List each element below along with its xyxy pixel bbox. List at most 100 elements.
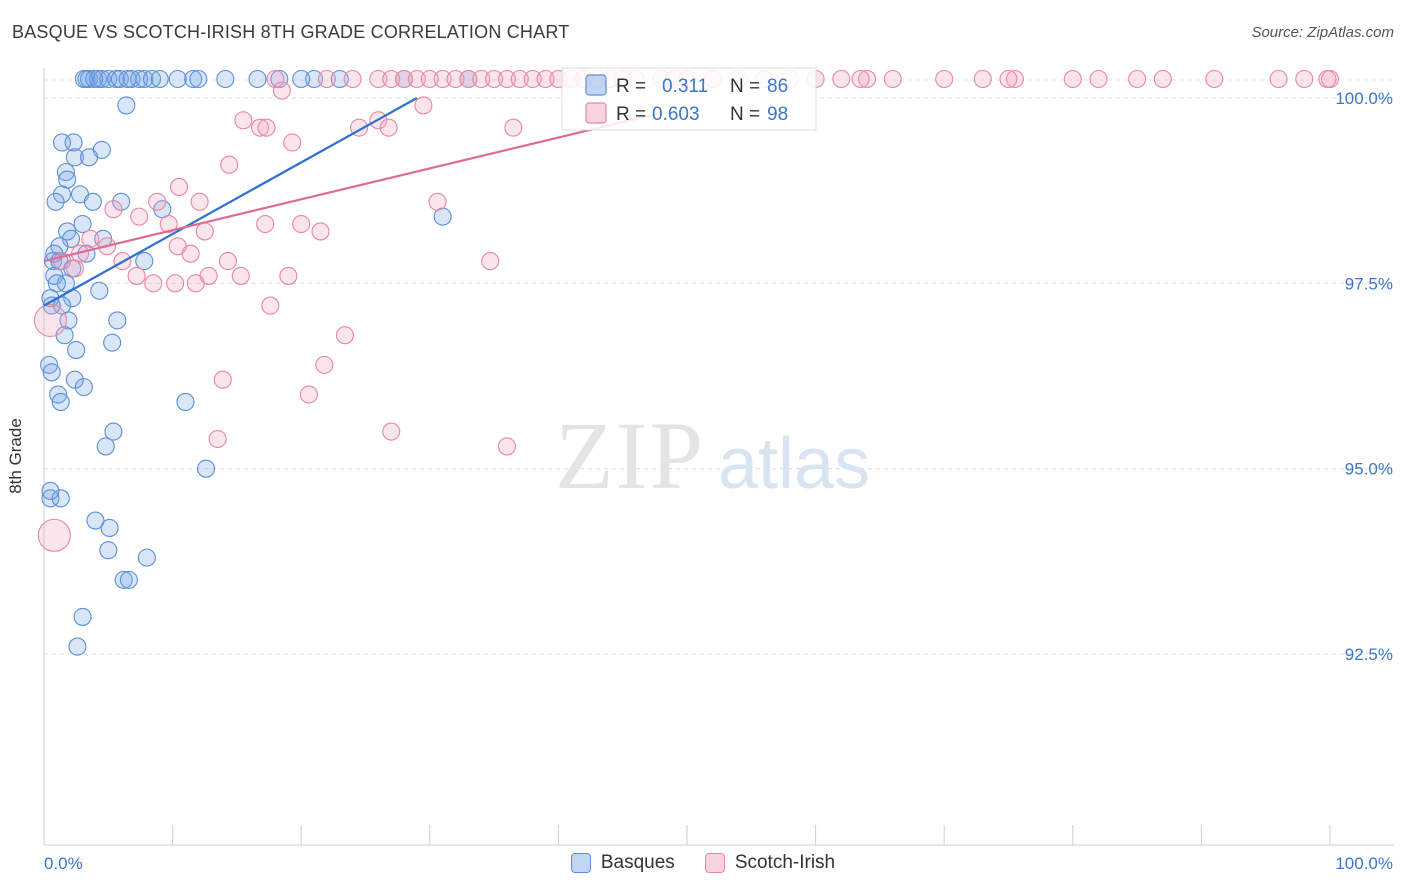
point-basques-62 [49, 385, 68, 404]
point-basques-53 [59, 311, 78, 330]
point-basques-68 [41, 489, 60, 508]
point-basques-23 [64, 133, 83, 152]
point-scotch-irish-81 [127, 266, 146, 285]
point-scotch-irish-43 [1318, 69, 1337, 89]
point-basques-60 [65, 370, 84, 389]
legend-n-value-2: 98 [767, 104, 788, 125]
point-basques-13 [189, 69, 208, 89]
point-scotch-irish-11 [472, 69, 491, 89]
legend-r-value-2: 0.603 [652, 104, 700, 125]
bottom-legend-item-basques: Basques [570, 852, 675, 874]
point-basques-67 [196, 459, 216, 478]
point-basques-63 [51, 392, 70, 411]
point-basques-35 [73, 214, 92, 234]
point-scotch-irish-67 [311, 222, 330, 241]
point-scotch-irish-65 [256, 214, 275, 234]
point-scotch-irish-6 [407, 69, 426, 89]
axes [43, 68, 1394, 846]
zipatlas-watermark: ZIP atlas [555, 402, 870, 509]
legend-r-label-1: R = [616, 76, 646, 97]
point-basques-70 [86, 511, 105, 530]
point-scotch-irish-93 [208, 429, 227, 449]
point-basques-72 [99, 541, 118, 560]
point-basques-21 [117, 96, 136, 115]
trend-line-basques [43, 97, 418, 307]
point-basques-33 [112, 192, 131, 211]
point-scotch-irish-96 [37, 518, 71, 552]
point-scotch-irish-40 [1269, 69, 1288, 89]
point-basques-7 [122, 69, 141, 89]
point-scotch-irish-57 [379, 118, 398, 137]
point-basques-25 [65, 148, 84, 167]
point-basques-76 [73, 607, 92, 626]
point-scotch-irish-59 [220, 155, 239, 174]
point-scotch-irish-10 [459, 69, 478, 89]
point-scotch-irish-1 [317, 69, 336, 89]
bottom-legend: Basques Scotch-Irish [0, 852, 1406, 874]
point-basques-59 [42, 363, 61, 382]
legend-r-value-1: 0.311 [662, 76, 708, 97]
point-basques-15 [248, 69, 267, 89]
legend-swatch-scotch-irish [585, 102, 607, 124]
point-scotch-irish-68 [130, 207, 149, 226]
legend-box: R = 0.311 N = 86 R = 0.603 N = 98 [561, 67, 817, 131]
bottom-legend-swatch-scotch-irish [704, 853, 725, 873]
point-scotch-irish-45 [999, 69, 1018, 89]
point-scotch-irish-61 [190, 192, 209, 211]
point-scotch-irish-3 [369, 69, 388, 89]
watermark-atlas: atlas [718, 424, 870, 504]
point-basques-85 [41, 481, 60, 500]
y-tick-label-1: 97.5% [1345, 274, 1393, 293]
point-scotch-irish-89 [315, 355, 334, 374]
legend-n-label-1: N = [730, 76, 760, 97]
bottom-legend-item-scotch-irish: Scotch-Irish [704, 852, 835, 874]
point-basques-75 [119, 570, 138, 589]
legend-r-label-2: R = [616, 104, 646, 125]
point-basques-44 [135, 252, 154, 271]
point-scotch-irish-30 [832, 69, 851, 89]
point-scotch-irish-82 [166, 274, 185, 293]
point-scotch-irish-13 [497, 69, 517, 89]
point-basques-73 [137, 548, 156, 567]
point-scotch-irish-41 [1295, 69, 1314, 89]
point-basques-79 [292, 69, 311, 89]
chart-source: Source: ZipAtlas.com [1251, 24, 1394, 41]
point-basques-54 [108, 311, 127, 330]
point-basques-3 [92, 69, 111, 89]
point-scotch-irish-4 [382, 69, 401, 89]
point-basques-82 [118, 69, 137, 89]
point-scotch-irish-63 [104, 200, 123, 219]
point-scotch-irish-35 [1005, 69, 1024, 89]
point-scotch-irish-88 [335, 326, 354, 345]
point-basques-12 [184, 69, 203, 89]
point-basques-31 [83, 192, 102, 211]
point-basques-83 [74, 69, 93, 89]
point-basques-48 [90, 281, 109, 300]
point-basques-74 [114, 570, 133, 589]
point-scotch-irish-53 [234, 111, 253, 130]
point-scotch-irish-44 [1128, 69, 1147, 89]
point-scotch-irish-83 [144, 274, 163, 293]
point-basques-56 [103, 333, 122, 352]
point-scotch-irish-56 [504, 118, 523, 137]
point-scotch-irish-76 [181, 244, 200, 263]
point-scotch-irish-2 [343, 69, 362, 89]
point-scotch-irish-8 [433, 69, 452, 89]
point-scotch-irish-55 [257, 118, 276, 137]
y-tick-label-2: 95.0% [1345, 460, 1393, 479]
point-scotch-irish-86 [481, 252, 500, 271]
point-basques-66 [96, 437, 115, 456]
chart-title: BASQUE VS SCOTCH-IRISH 8TH GRADE CORRELA… [12, 22, 570, 42]
point-scotch-irish-9 [446, 69, 465, 89]
point-basques-11 [168, 69, 187, 89]
point-basques-65 [104, 422, 123, 441]
point-scotch-irish-62 [148, 192, 167, 211]
point-scotch-irish-5 [395, 69, 414, 89]
tick-labels: 100.0% 97.5% 95.0% 92.5% 0.0% 100.0% [44, 89, 1393, 873]
point-basques-80 [150, 69, 169, 89]
point-scotch-irish-84 [279, 266, 298, 285]
point-scotch-irish-54 [250, 118, 270, 137]
point-scotch-irish-49 [272, 81, 291, 100]
point-basques-16 [270, 69, 289, 89]
